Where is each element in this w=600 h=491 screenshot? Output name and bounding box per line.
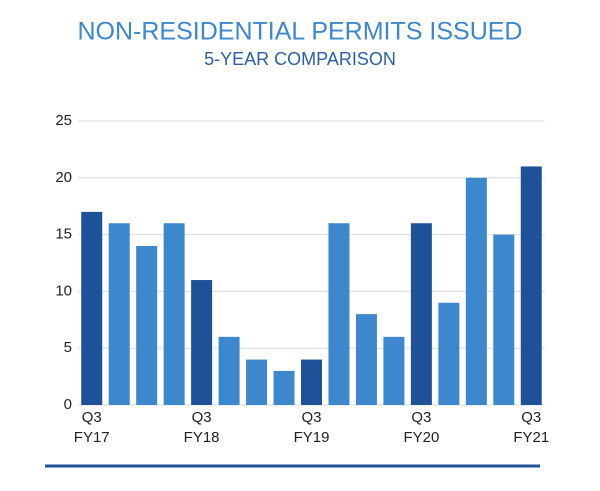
bar bbox=[383, 336, 405, 405]
y-tick-label: 5 bbox=[64, 339, 72, 356]
bar bbox=[438, 302, 460, 405]
y-tick-label: 25 bbox=[55, 112, 72, 129]
bar bbox=[163, 223, 185, 405]
bar bbox=[355, 314, 377, 405]
x-tick-label: Q3 FY17 bbox=[73, 409, 110, 446]
chart-subtitle: 5-YEAR COMPARISON bbox=[204, 49, 396, 69]
chart-title: NON-RESIDENTIAL PERMITS ISSUED bbox=[78, 18, 523, 46]
bar bbox=[136, 245, 158, 405]
bar bbox=[465, 177, 487, 405]
bar bbox=[273, 370, 295, 405]
x-tick-label: Q3 FY18 bbox=[183, 409, 220, 446]
x-tick-label: Q3 FY21 bbox=[513, 409, 550, 446]
bar bbox=[81, 211, 103, 405]
y-tick-label: 20 bbox=[55, 169, 72, 186]
bar bbox=[301, 359, 322, 405]
bar bbox=[328, 223, 350, 405]
x-tick-label: Q3 FY20 bbox=[403, 409, 440, 446]
x-tick-label: Q3 FY19 bbox=[293, 409, 330, 446]
bar bbox=[108, 223, 130, 405]
y-tick-label: 10 bbox=[55, 282, 72, 299]
y-tick-label: 0 bbox=[64, 396, 72, 413]
bar bbox=[410, 223, 432, 405]
bar bbox=[191, 280, 213, 405]
bar bbox=[246, 359, 268, 405]
bar bbox=[218, 336, 240, 405]
bar bbox=[520, 166, 542, 405]
y-tick-label: 15 bbox=[55, 226, 72, 243]
bar bbox=[493, 234, 515, 405]
